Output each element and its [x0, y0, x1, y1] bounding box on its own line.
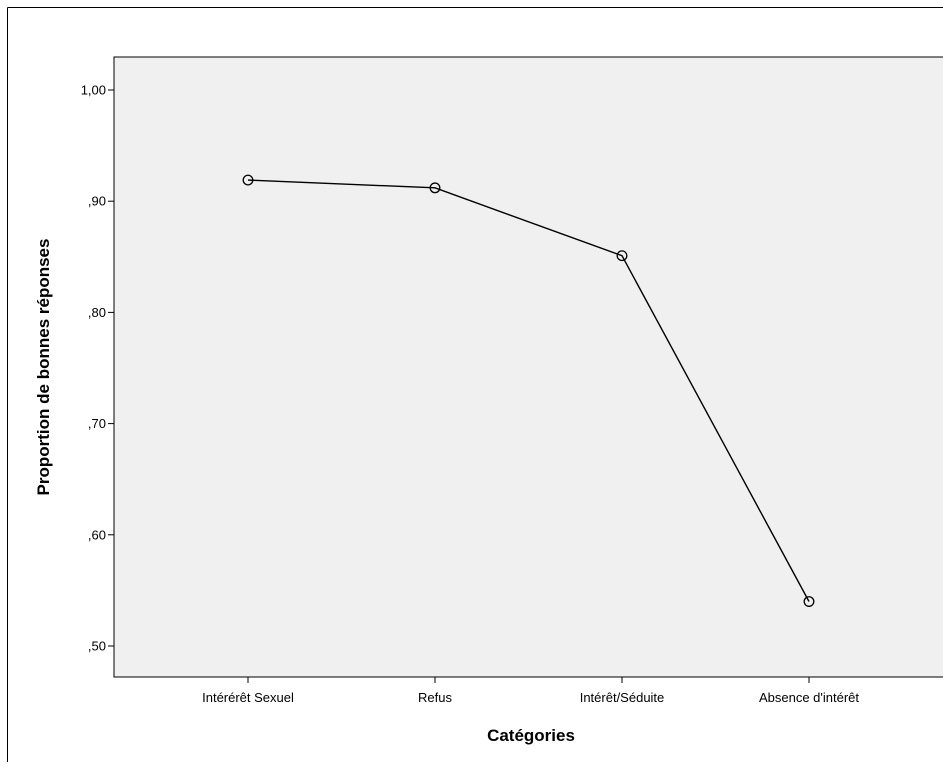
data-point-marker [242, 174, 254, 186]
x-tick-label: Refus [418, 690, 452, 705]
x-axis-title: Catégories [487, 726, 575, 745]
y-tick-label: ,80 [88, 305, 106, 320]
y-tick-label: ,60 [88, 527, 106, 542]
data-point-marker [429, 182, 441, 194]
y-tick-label: ,90 [88, 194, 106, 209]
y-tick-label: ,50 [88, 639, 106, 654]
x-axis: Intérérêt Sexuel Refus Intérêt/Séduite Abse… [202, 677, 859, 705]
data-point-marker [803, 596, 815, 607]
y-tick-label: ,70 [88, 416, 106, 431]
x-tick-label: Intérérêt Sexuel [202, 690, 294, 705]
y-axis: ,50 ,60 ,70 ,80 ,90 1,00 [81, 83, 114, 654]
y-tick-label: 1,00 [81, 83, 106, 98]
data-point-marker [616, 250, 628, 262]
y-axis-title: Proportion de bonnes réponses [34, 239, 53, 496]
x-tick-label: Intérêt/Séduite [580, 690, 665, 705]
plot-area [113, 56, 943, 678]
series-line [247, 179, 810, 602]
x-tick-label: Absence d'intérêt [759, 690, 859, 705]
series-group [242, 174, 815, 607]
